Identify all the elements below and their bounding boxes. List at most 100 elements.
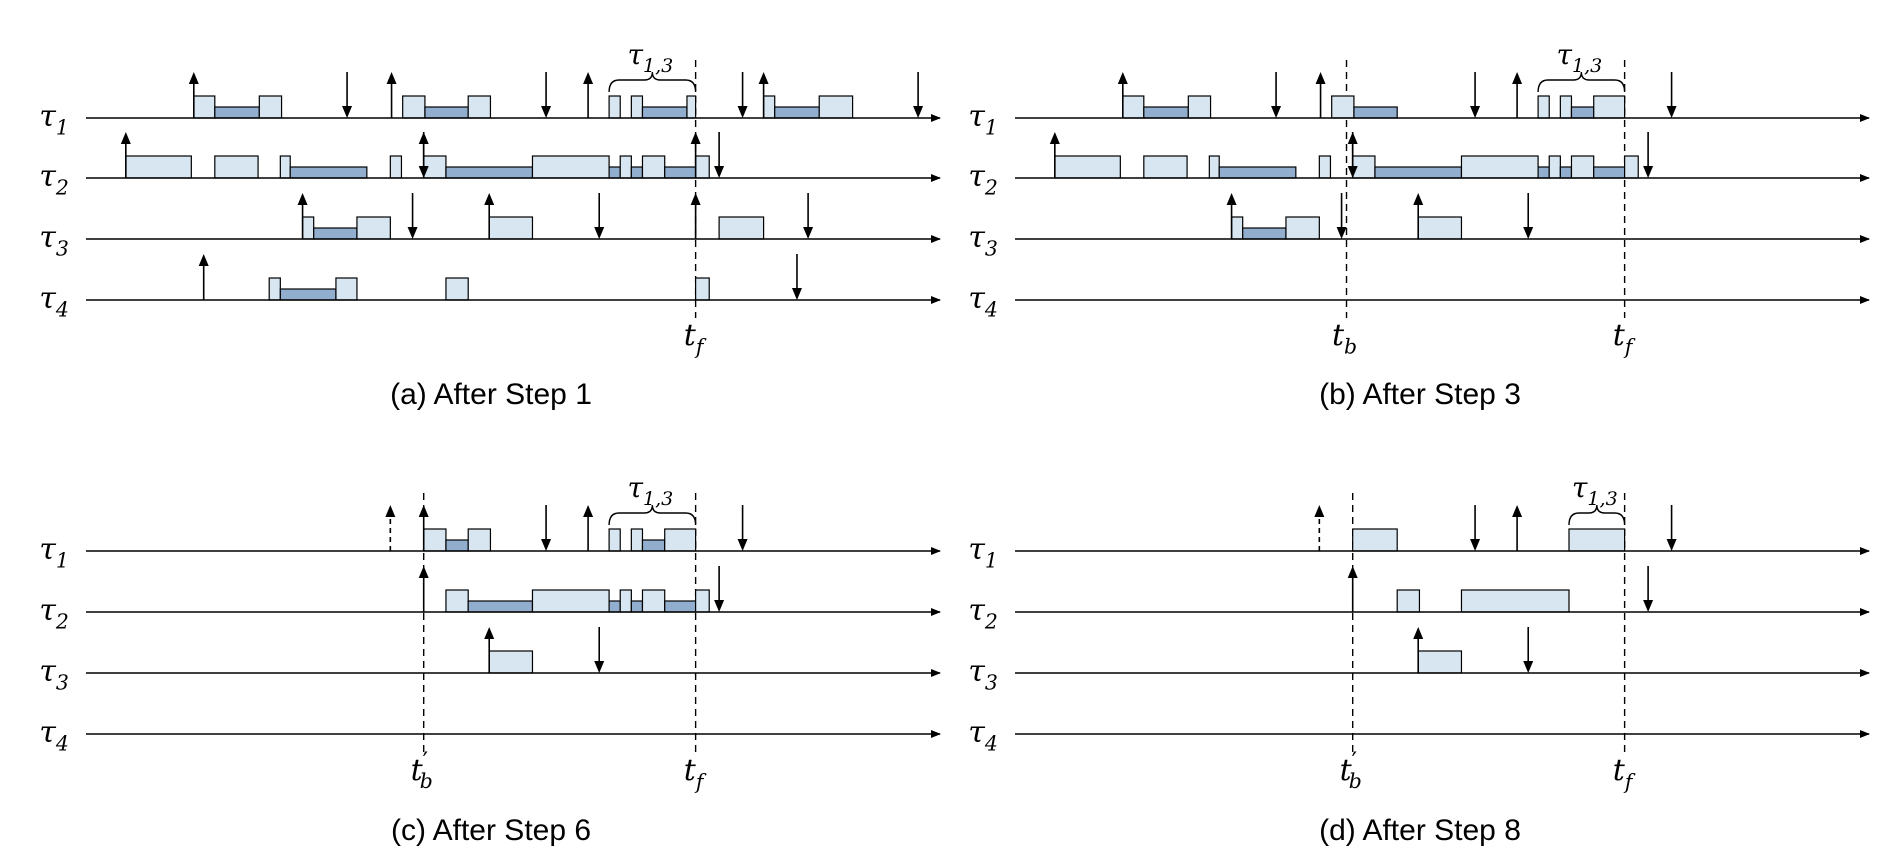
tf-label: tf xyxy=(684,753,707,793)
blocked-segment xyxy=(630,600,644,613)
execution-block xyxy=(695,589,710,613)
blocked-segment xyxy=(774,106,820,119)
execution-block xyxy=(1122,95,1145,119)
task-row-3: τ3 xyxy=(39,627,941,694)
deadline-arrow-head xyxy=(1523,661,1534,673)
execution-block xyxy=(279,155,291,179)
deadline-arrow-head xyxy=(541,106,552,118)
task-row-3: τ3 xyxy=(39,193,941,260)
deadline-arrow-head xyxy=(407,227,418,239)
blocked-segment xyxy=(664,166,697,179)
execution-block xyxy=(531,589,610,613)
panel-caption: (c) After Step 6 xyxy=(391,814,591,847)
dashed-release-arrow-head xyxy=(385,505,396,517)
blocked-segment xyxy=(1143,106,1189,119)
task-row-2: τ2 xyxy=(39,132,941,199)
deadline-arrow-head xyxy=(913,106,924,118)
execution-block xyxy=(301,216,315,240)
execution-block xyxy=(214,155,259,179)
execution-block xyxy=(695,277,710,301)
release-arrow-head xyxy=(1347,566,1358,578)
task-label: τ1 xyxy=(39,532,69,572)
release-arrow-head xyxy=(484,193,495,205)
blocked-segment xyxy=(641,539,666,552)
release-arrow-head xyxy=(1226,193,1237,205)
deadline-arrow-head xyxy=(791,288,802,300)
brace xyxy=(1568,504,1626,526)
deadline-arrow-head xyxy=(714,166,725,178)
execution-block xyxy=(389,155,403,179)
execution-block xyxy=(1537,95,1550,119)
release-arrow-head xyxy=(386,72,397,84)
task-row-4: τ4 xyxy=(968,281,1870,321)
blocked-segment xyxy=(467,600,534,613)
execution-block xyxy=(1568,528,1626,552)
execution-block xyxy=(467,95,492,119)
tb-label: tb xyxy=(1332,318,1357,358)
execution-block xyxy=(125,155,192,179)
deadline-arrow-head xyxy=(1643,166,1654,178)
brace-label: τ1,3 xyxy=(1556,38,1602,77)
execution-block xyxy=(402,95,426,119)
task-label: τ2 xyxy=(968,593,998,633)
blocked-segment xyxy=(664,600,697,613)
panel-b: tb tf τ1 τ2 τ3 τ4 τ1,3 (b) After Step 3 xyxy=(968,38,1870,411)
execution-block xyxy=(445,277,469,301)
task-row-1: τ1 xyxy=(968,505,1870,572)
release-arrow-head xyxy=(1413,627,1424,639)
execution-block xyxy=(608,95,621,119)
execution-block xyxy=(1460,155,1539,179)
brace xyxy=(1537,71,1626,93)
deadline-arrow-head xyxy=(1470,539,1481,551)
execution-block xyxy=(488,216,534,240)
execution-block xyxy=(1417,216,1463,240)
tb-label: t′ b xyxy=(1340,748,1362,794)
panel-a: tf τ1 τ2 τ3 τ4 τ1,3 (a) After Step 1 xyxy=(39,38,941,411)
release-arrow-head xyxy=(120,132,131,144)
panel-caption: (a) After Step 1 xyxy=(390,378,592,411)
deadline-arrow-head xyxy=(714,600,725,612)
task-label: τ4 xyxy=(39,715,69,755)
task-row-3: τ3 xyxy=(968,193,1870,260)
execution-block xyxy=(531,155,610,179)
task-label: τ4 xyxy=(968,715,998,755)
tf-label: tf xyxy=(1613,318,1636,358)
execution-block xyxy=(1143,155,1188,179)
deadline-arrow-head xyxy=(1336,227,1347,239)
blocked-segment xyxy=(289,166,368,179)
deadline-arrow-head xyxy=(594,227,605,239)
blocked-segment xyxy=(608,166,621,179)
release-arrow-head xyxy=(583,505,594,517)
release-arrow-head xyxy=(758,72,769,84)
blocked-segment xyxy=(1537,166,1550,179)
execution-block xyxy=(718,216,765,240)
execution-block xyxy=(1570,155,1595,179)
release-arrow-head xyxy=(297,193,308,205)
execution-block xyxy=(423,528,447,552)
execution-block xyxy=(686,95,697,119)
release-arrow-head xyxy=(583,72,594,84)
dashed-release-arrow-head xyxy=(1314,505,1325,517)
panel-caption: (d) After Step 8 xyxy=(1319,814,1521,847)
execution-block xyxy=(488,650,534,674)
deadline-arrow-head xyxy=(1643,600,1654,612)
task-row-1: τ1 xyxy=(968,72,1870,139)
deadline-arrow-head xyxy=(1347,166,1358,178)
blocked-segment xyxy=(313,227,358,240)
release-arrow-head xyxy=(198,254,209,266)
blocked-segment xyxy=(1353,106,1398,119)
release-arrow-head xyxy=(484,627,495,639)
execution-block xyxy=(641,589,666,613)
execution-block xyxy=(695,155,710,179)
execution-block xyxy=(268,277,281,301)
brace xyxy=(608,71,697,93)
task-label: τ4 xyxy=(968,281,998,321)
release-arrow-head xyxy=(1049,132,1060,144)
task-row-3: τ3 xyxy=(968,627,1870,694)
tb-label: t′ b xyxy=(411,748,433,794)
blocked-segment xyxy=(424,106,469,119)
execution-block xyxy=(1318,155,1332,179)
execution-block xyxy=(1331,95,1355,119)
deadline-arrow-head xyxy=(1470,106,1481,118)
